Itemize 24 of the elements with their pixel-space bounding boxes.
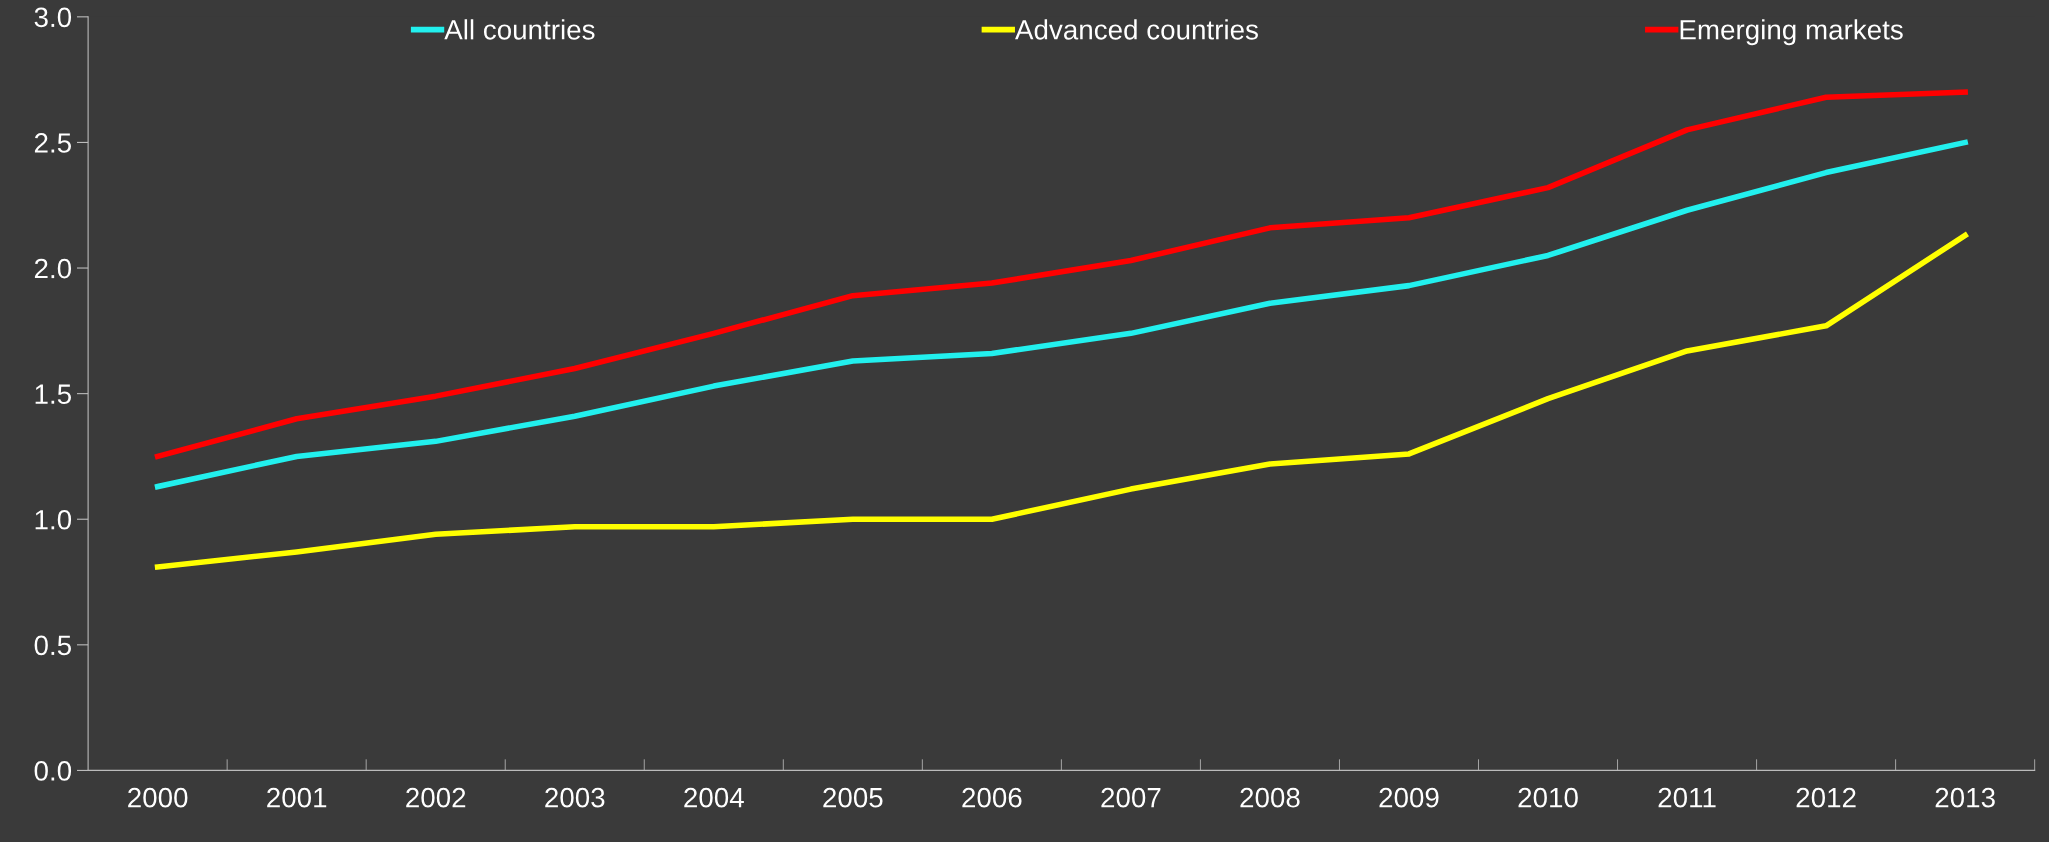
y-tick-label: 1.0 [35,509,72,530]
x-tick-label: 2010 [1518,787,1578,808]
x-tick-label: 2003 [545,787,605,808]
x-tick-label: 2004 [684,787,744,808]
x-tick-label: 2001 [267,787,327,808]
x-tick-label: 2009 [1379,787,1439,808]
y-tick-label: 1.5 [35,384,71,404]
x-tick-label: 2008 [1240,787,1300,808]
x-tick-label: 2005 [823,787,883,808]
x-tick-label: 2002 [406,787,466,808]
legend-label: Advanced countries [1015,19,1258,40]
y-tick-label: 0.5 [34,635,71,656]
y-tick-label: 0.0 [34,761,72,781]
x-tick-label: 2013 [1935,787,1995,808]
x-tick-label: 2011 [1658,787,1716,808]
y-tick-label: 2.5 [34,133,71,153]
legend-label: All countries [444,19,595,40]
legend-label: Emerging markets [1680,19,1903,46]
x-tick-label: 2007 [1101,787,1161,808]
y-tick-label: 3.0 [34,7,72,28]
x-tick-label: 2006 [962,787,1022,808]
x-tick-label: 2012 [1796,787,1856,808]
y-tick-label: 2.0 [34,258,72,279]
x-tick-label: 2000 [128,787,188,808]
